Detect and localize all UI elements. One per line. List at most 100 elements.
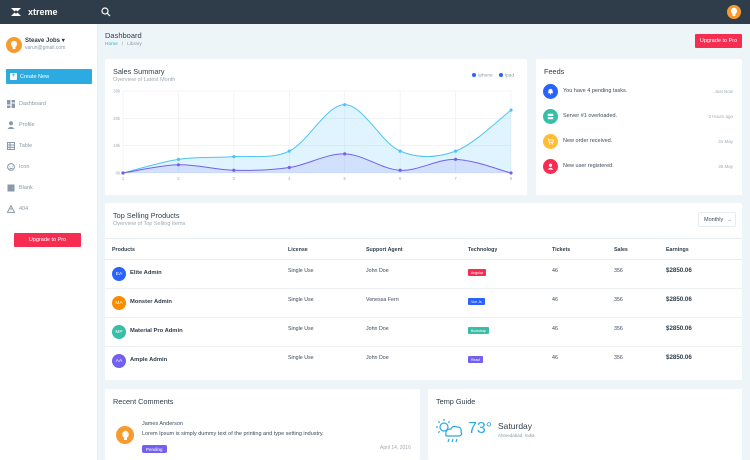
feed-text: You have 4 pending tasks. bbox=[563, 88, 628, 94]
data-point-iphone bbox=[398, 149, 402, 153]
sidebar-item-404[interactable]: 404 bbox=[0, 198, 98, 219]
create-new-button[interactable]: + Create New bbox=[6, 69, 92, 84]
avatar[interactable] bbox=[727, 5, 741, 19]
data-point-iphone bbox=[232, 155, 236, 159]
feed-text: New order received. bbox=[563, 138, 613, 144]
feed-item[interactable]: Server #1 overloaded. 2 Hours ago bbox=[543, 109, 735, 125]
temperature-value: 73° bbox=[468, 420, 493, 437]
feed-item[interactable]: New order received. 31 May bbox=[543, 134, 735, 150]
top-navbar: xtreme bbox=[0, 0, 750, 24]
commenter-avatar bbox=[116, 426, 134, 444]
dashboard-icon bbox=[7, 99, 15, 108]
sidebar-item-profile[interactable]: Profile bbox=[0, 114, 98, 135]
comment-text: Lorem Ipsum is simply dummy text of the … bbox=[142, 431, 324, 437]
product-name: Elite Admin bbox=[130, 270, 162, 276]
data-point-ipad bbox=[343, 152, 347, 156]
product-avatar: EA bbox=[112, 267, 126, 281]
breadcrumb-home[interactable]: Home bbox=[105, 42, 118, 47]
legend-iphone: Iphone bbox=[471, 73, 493, 78]
feed-time: 30 May bbox=[718, 164, 733, 169]
data-point-ipad bbox=[232, 168, 236, 172]
col-technology[interactable]: Technology bbox=[468, 247, 498, 253]
x-tick-label: 1 bbox=[122, 176, 125, 181]
products-table: Products License Support Agent Technolog… bbox=[105, 238, 742, 376]
col-earnings[interactable]: Earnings bbox=[666, 247, 689, 253]
table-row[interactable]: EA Elite Admin Single Use John Doe Angular 46… bbox=[105, 260, 742, 289]
col-sales[interactable]: Sales bbox=[614, 247, 628, 253]
earnings-cell: $2850.06 bbox=[666, 296, 692, 303]
license-cell: Single Use bbox=[288, 268, 314, 274]
tickets-cell: 46 bbox=[552, 268, 558, 274]
face-icon bbox=[7, 162, 15, 171]
col-license[interactable]: License bbox=[288, 247, 308, 253]
sidebar-item-table[interactable]: Table bbox=[0, 135, 98, 156]
table-icon bbox=[7, 141, 15, 150]
product-name: Ample Admin bbox=[130, 357, 168, 363]
feed-text: Server #1 overloaded. bbox=[563, 113, 618, 119]
logo-icon bbox=[11, 8, 21, 16]
profile-icon bbox=[7, 120, 15, 129]
sidebar-item-label: Blank bbox=[19, 184, 33, 191]
sales-cell: 356 bbox=[614, 355, 623, 361]
feeds-title: Feeds bbox=[544, 67, 565, 76]
col-agent[interactable]: Support Agent bbox=[366, 247, 403, 253]
user-name[interactable]: Steave Jobs ▾ bbox=[25, 38, 65, 44]
commenter-name: James Anderson bbox=[142, 421, 183, 427]
sidebar-item-label: Icon bbox=[19, 163, 30, 170]
earnings-cell: $2850.06 bbox=[666, 354, 692, 361]
col-products[interactable]: Products bbox=[112, 247, 135, 253]
legend-ipad: Ipad bbox=[498, 73, 514, 78]
tickets-cell: 46 bbox=[552, 326, 558, 332]
sidebar-item-dashboard[interactable]: Dashboard bbox=[0, 93, 98, 114]
x-tick-label: 8 bbox=[510, 176, 513, 181]
bulb-icon bbox=[121, 430, 129, 440]
feed-time: 2 Hours ago bbox=[708, 114, 733, 119]
table-row[interactable]: MA Monster Admin Single Use Venessa Fern Vue… bbox=[105, 289, 742, 318]
series-area-ipad bbox=[123, 153, 511, 173]
recent-comments-card: Recent Comments James Anderson Lorem Ips… bbox=[105, 389, 420, 460]
feeds-card: Feeds You have 4 pending tasks. Just Now… bbox=[536, 59, 742, 195]
breadcrumb-separator: / bbox=[119, 42, 126, 47]
feed-item[interactable]: You have 4 pending tasks. Just Now bbox=[543, 84, 735, 100]
data-point-ipad bbox=[121, 171, 125, 175]
server-icon bbox=[543, 109, 558, 124]
table-row[interactable]: MP Material Pro Admin Single Use John Doe Bo… bbox=[105, 318, 742, 347]
brand-name: xtreme bbox=[28, 7, 58, 17]
search-icon[interactable] bbox=[100, 6, 112, 18]
comment-date: April 14, 2016 bbox=[380, 445, 411, 451]
data-point-ipad bbox=[287, 165, 291, 170]
status-badge: Pending bbox=[142, 445, 167, 453]
license-cell: Single Use bbox=[288, 355, 314, 361]
sidebar-item-blank[interactable]: Blank bbox=[0, 177, 98, 198]
create-new-label: Create New bbox=[20, 73, 50, 80]
x-tick-label: 6 bbox=[399, 176, 402, 181]
weather-icon bbox=[436, 419, 463, 443]
x-tick-label: 5 bbox=[344, 176, 347, 181]
data-point-ipad bbox=[509, 171, 513, 175]
sales-cell: 356 bbox=[614, 326, 623, 332]
agent-cell: Venessa Fern bbox=[366, 297, 399, 303]
sidebar: Steave Jobs ▾ varun@gmail.com + Create N… bbox=[0, 24, 98, 460]
bell-icon bbox=[543, 84, 558, 99]
breadcrumb: Home / Library bbox=[105, 42, 142, 47]
data-point-iphone bbox=[453, 149, 458, 153]
table-row[interactable]: AA Ample Admin Single Use John Doe React 46 35… bbox=[105, 347, 742, 376]
product-name: Monster Admin bbox=[130, 299, 172, 305]
cart-icon bbox=[543, 134, 558, 149]
col-tickets[interactable]: Tickets bbox=[552, 247, 571, 253]
user-profile[interactable]: Steave Jobs ▾ varun@gmail.com bbox=[6, 37, 96, 59]
x-tick-label: 2 bbox=[177, 176, 180, 181]
product-avatar: MA bbox=[112, 296, 126, 310]
upgrade-to-pro-top-button[interactable]: Upgrade to Pro bbox=[695, 34, 742, 48]
data-point-ipad bbox=[398, 168, 402, 172]
brand[interactable]: xtreme bbox=[0, 0, 98, 24]
feed-text: New user registered. bbox=[563, 163, 614, 169]
technology-badge: Bootstrap bbox=[468, 327, 489, 334]
feed-item[interactable]: New user registered. 30 May bbox=[543, 159, 735, 175]
weather-city: Ahmedabad, India bbox=[498, 433, 535, 438]
upgrade-to-pro-button[interactable]: Upgrade to Pro bbox=[14, 233, 81, 247]
plus-icon: + bbox=[10, 73, 17, 80]
y-tick-label: 0k bbox=[116, 171, 121, 176]
sidebar-item-icon[interactable]: Icon bbox=[0, 156, 98, 177]
period-select[interactable]: Monthly ⌄ bbox=[698, 212, 736, 227]
